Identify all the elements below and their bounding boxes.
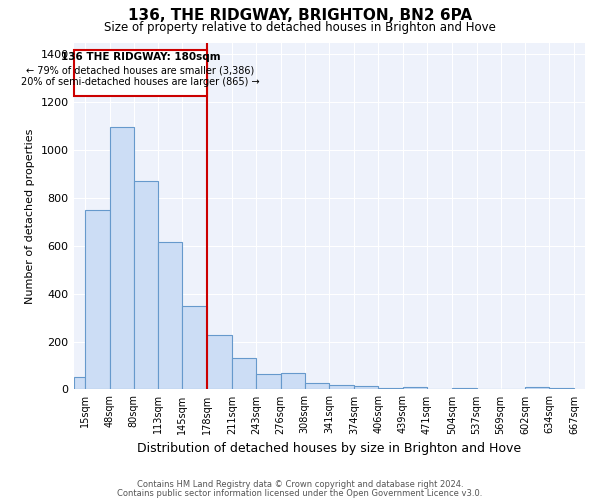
Bar xyxy=(403,386,427,390)
Text: Size of property relative to detached houses in Brighton and Hove: Size of property relative to detached ho… xyxy=(104,21,496,34)
Bar xyxy=(182,306,207,390)
Bar xyxy=(550,388,574,390)
Bar xyxy=(85,210,110,390)
Bar xyxy=(158,242,182,390)
Text: 20% of semi-detached houses are larger (865) →: 20% of semi-detached houses are larger (… xyxy=(21,78,260,88)
Bar xyxy=(110,128,134,390)
Y-axis label: Number of detached properties: Number of detached properties xyxy=(25,128,35,304)
Text: Contains HM Land Registry data © Crown copyright and database right 2024.: Contains HM Land Registry data © Crown c… xyxy=(137,480,463,489)
Text: 136, THE RIDGWAY, BRIGHTON, BN2 6PA: 136, THE RIDGWAY, BRIGHTON, BN2 6PA xyxy=(128,8,472,22)
Bar xyxy=(526,386,550,390)
Bar xyxy=(354,386,378,390)
Bar xyxy=(329,384,354,390)
Text: ← 79% of detached houses are smaller (3,386): ← 79% of detached houses are smaller (3,… xyxy=(26,66,254,76)
Bar xyxy=(305,384,329,390)
X-axis label: Distribution of detached houses by size in Brighton and Hove: Distribution of detached houses by size … xyxy=(137,442,521,455)
Text: 136 THE RIDGWAY: 180sqm: 136 THE RIDGWAY: 180sqm xyxy=(61,52,220,62)
Bar xyxy=(134,182,158,390)
Bar xyxy=(452,388,476,390)
Bar xyxy=(207,335,232,390)
Bar xyxy=(281,373,305,390)
Bar xyxy=(74,378,85,390)
Bar xyxy=(74,50,207,96)
Bar xyxy=(256,374,281,390)
Text: Contains public sector information licensed under the Open Government Licence v3: Contains public sector information licen… xyxy=(118,488,482,498)
Bar xyxy=(232,358,256,390)
Bar xyxy=(378,388,403,390)
